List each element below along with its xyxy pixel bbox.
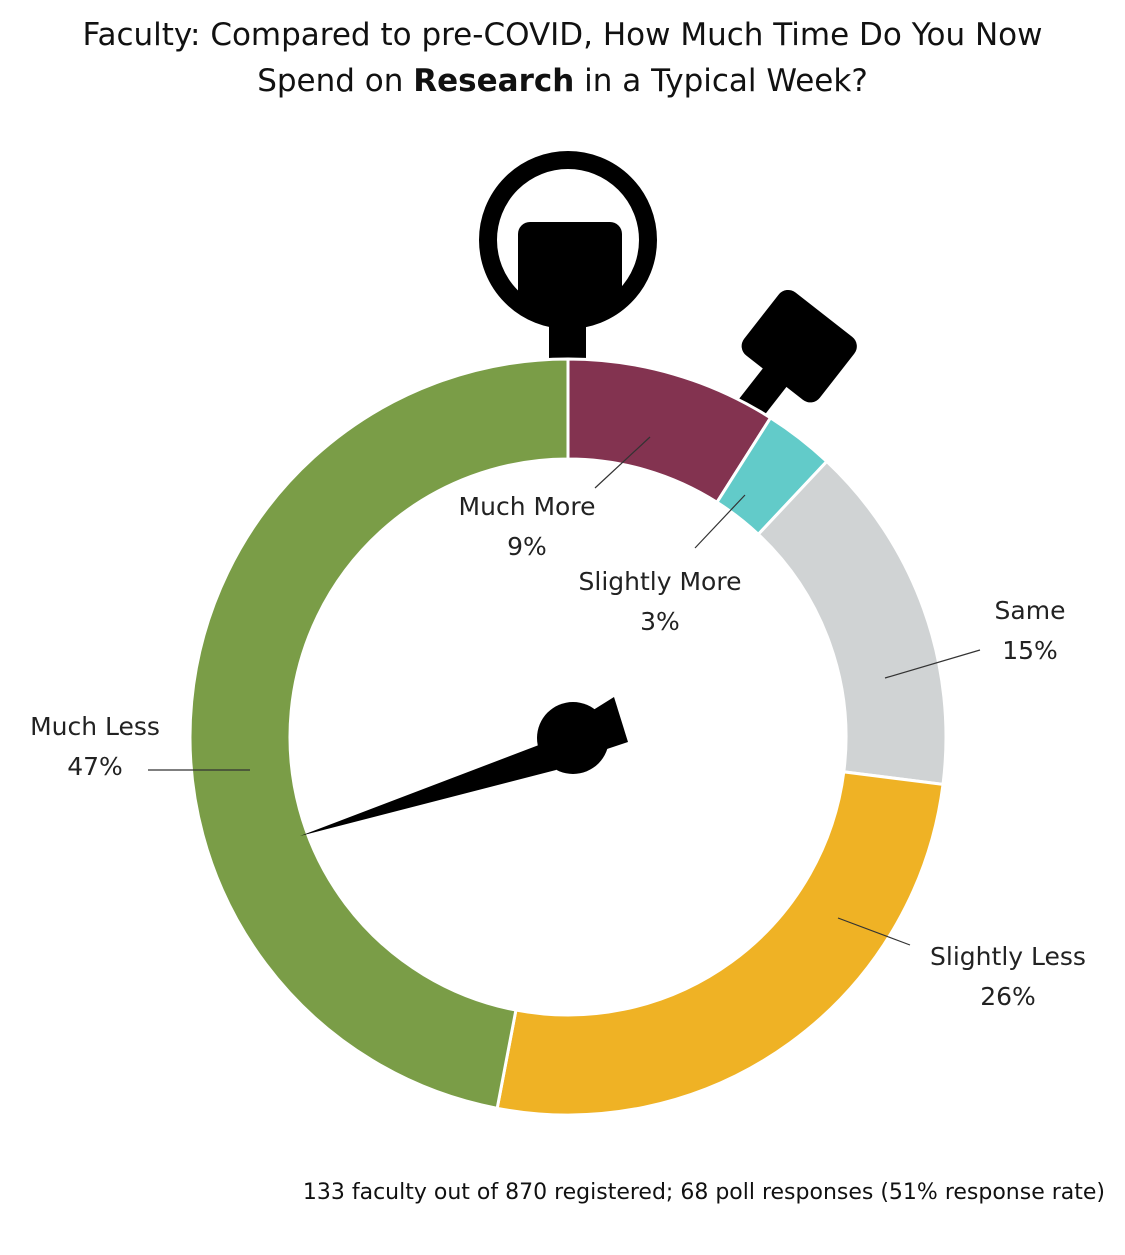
needle-tail — [590, 697, 628, 752]
category-label: Slightly More — [579, 567, 742, 596]
footnote: 133 faculty out of 870 registered; 68 po… — [302, 1180, 1105, 1205]
value-label: 26% — [980, 982, 1036, 1011]
category-label: Same — [995, 596, 1066, 625]
crown — [518, 222, 622, 312]
slice — [756, 459, 948, 787]
title-part: in a Typical Week? — [574, 63, 868, 99]
leader-line — [884, 649, 981, 679]
value-label: 9% — [507, 532, 547, 561]
needle-hand — [300, 740, 556, 836]
title-bold: Research — [413, 63, 575, 99]
value-label: 15% — [1002, 636, 1058, 665]
value-label: 47% — [67, 752, 123, 781]
category-label: Much Less — [30, 712, 160, 741]
leader-line — [594, 436, 651, 489]
slices: Much More 9% Slightly More 3% Same 15% Slightl… — [30, 357, 1086, 1117]
value-label: 3% — [640, 607, 680, 636]
chart-title: Faculty: Compared to pre-COVID, How Much… — [0, 12, 1125, 104]
needle — [300, 697, 628, 836]
slice — [188, 357, 570, 1111]
category-label: Slightly Less — [930, 942, 1086, 971]
title-line: Faculty: Compared to pre-COVID, How Much… — [82, 17, 1043, 53]
leader-line — [837, 917, 911, 946]
leader-line — [694, 494, 746, 549]
needle-hub — [537, 702, 609, 774]
category-label: Much More — [459, 492, 596, 521]
slice — [495, 770, 945, 1117]
stem — [549, 300, 586, 362]
title-part: Spend on — [257, 63, 414, 99]
